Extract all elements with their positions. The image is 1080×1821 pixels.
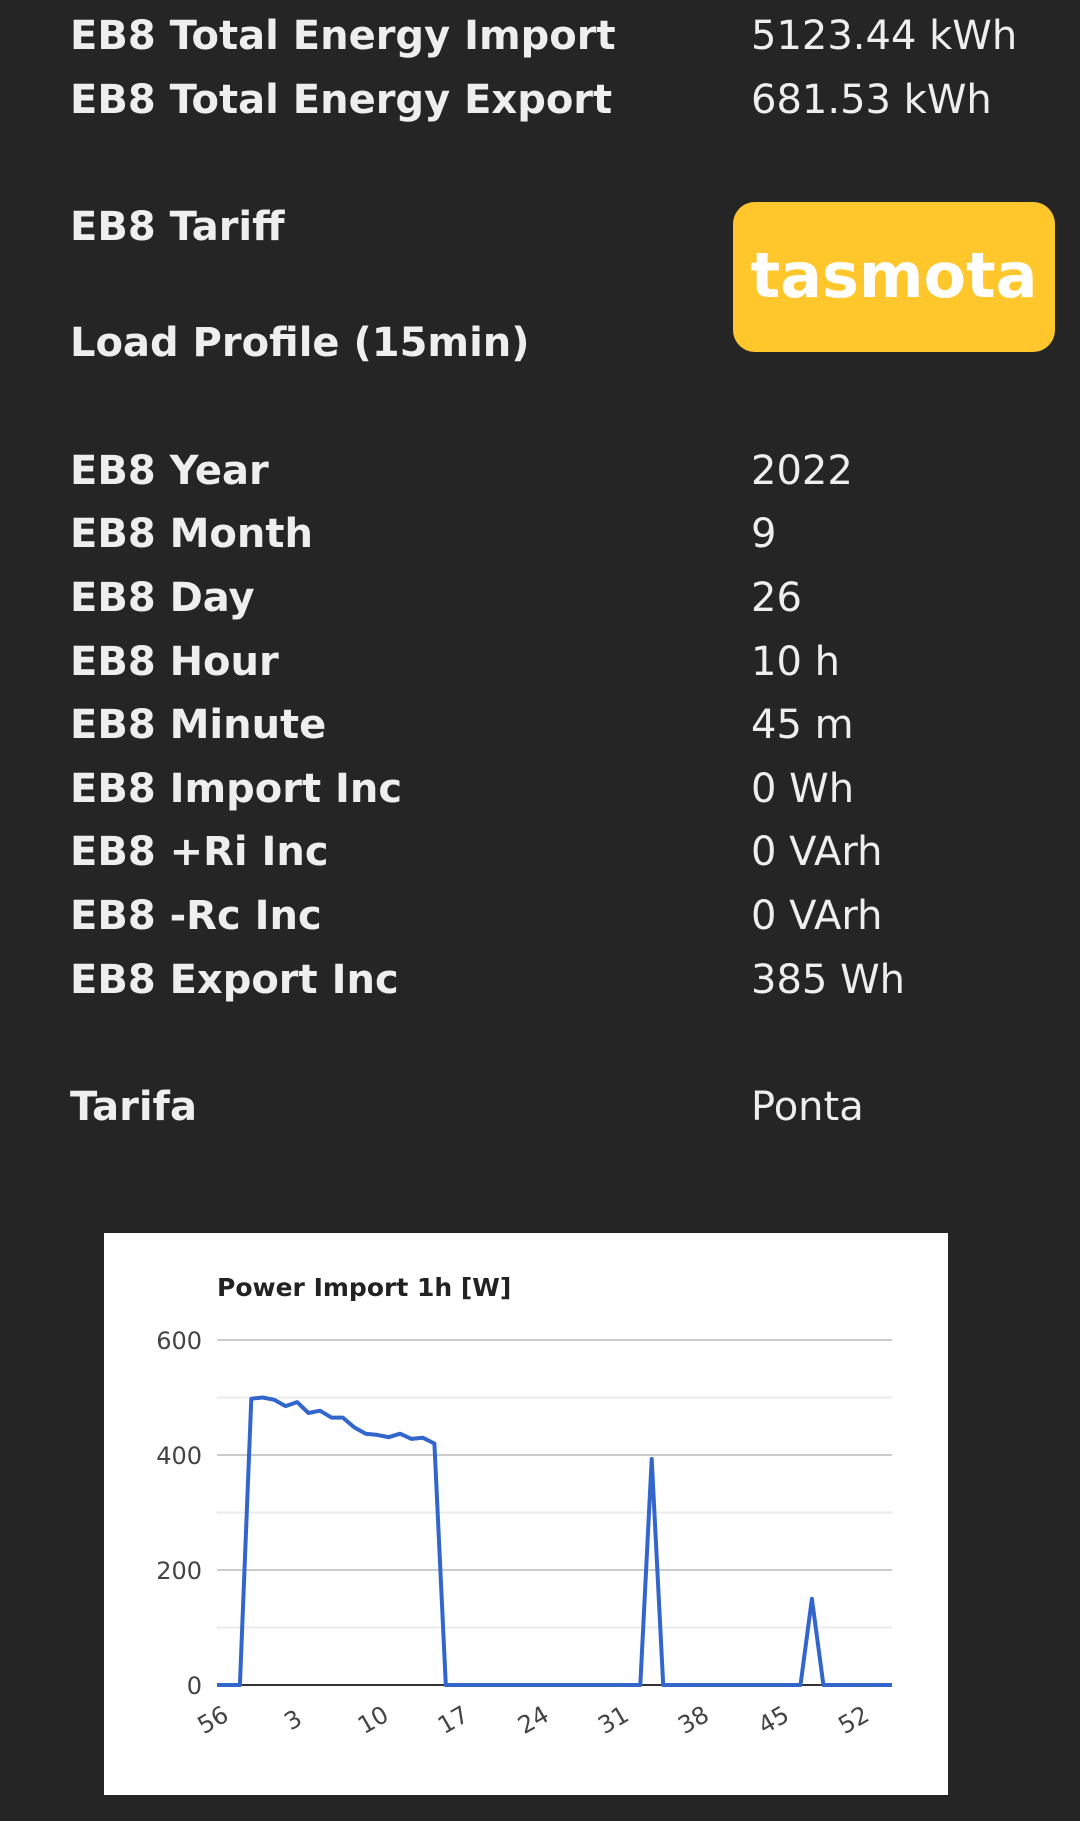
row-label-ri-inc: EB8 +Ri Inc [70,829,329,875]
row-value-tarifa: Ponta [751,1084,864,1130]
x-tick-label: 38 [673,1700,713,1740]
row-value-total-energy-import: 5123.44 kWh [751,13,1018,59]
row-value-export-inc: 385 Wh [751,957,905,1003]
row-label-month: EB8 Month [70,511,313,557]
row-label-year: EB8 Year [70,448,269,494]
row-label-tarifa: Tarifa [70,1084,197,1130]
row-label-total-energy-import: EB8 Total Energy Import [70,13,616,59]
x-tick-label: 10 [353,1700,393,1740]
row-label-load-profile: Load Profile (15min) [70,320,530,366]
tasmota-logo: tasmota [733,202,1055,352]
row-value-month: 9 [751,511,777,557]
x-tick-label: 56 [193,1700,233,1740]
row-value-hour: 10 h [751,639,840,685]
row-value-total-energy-export: 681.53 kWh [751,77,992,123]
x-tick-label: 17 [433,1700,473,1740]
row-label-total-energy-export: EB8 Total Energy Export [70,77,613,123]
power-import-chart-svg: 0 200 400 600 56 3 10 17 24 31 38 45 52 Power Impor… [156,1273,892,1740]
y-tick-label: 200 [156,1557,202,1585]
row-value-day: 26 [751,575,802,621]
x-tick-label: 31 [593,1700,633,1740]
chart-series [217,1395,892,1687]
row-label-import-inc: EB8 Import Inc [70,766,403,812]
row-label-hour: EB8 Hour [70,639,279,685]
chart-gridlines [217,1339,892,1686]
x-tick-label: 45 [753,1700,793,1740]
row-value-import-inc: 0 Wh [751,766,855,812]
row-value-minute: 45 m [751,702,854,748]
chart-x-tick-labels: 56 3 10 17 24 31 38 45 52 [193,1700,874,1740]
x-tick-label: 3 [279,1704,306,1736]
y-tick-label: 600 [156,1327,202,1355]
y-tick-label: 400 [156,1442,202,1470]
power-import-series-line [217,1395,892,1687]
row-value-year: 2022 [751,448,853,494]
row-value-rc-inc: 0 VArh [751,893,883,939]
row-label-export-inc: EB8 Export Inc [70,957,399,1003]
chart-title: Power Import 1h [W] [217,1273,511,1302]
y-tick-label: 0 [187,1672,202,1700]
row-label-tariff: EB8 Tariff [70,204,285,250]
power-import-chart: 0 200 400 600 56 3 10 17 24 31 38 45 52 Power Impor… [104,1233,948,1795]
row-label-rc-inc: EB8 -Rc Inc [70,893,322,939]
tasmota-logo-text: tasmota [750,238,1038,312]
row-label-day: EB8 Day [70,575,255,621]
x-tick-label: 24 [513,1700,553,1740]
row-value-ri-inc: 0 VArh [751,829,883,875]
chart-y-tick-labels: 0 200 400 600 [156,1327,202,1700]
row-label-minute: EB8 Minute [70,702,327,748]
x-tick-label: 52 [833,1700,873,1740]
